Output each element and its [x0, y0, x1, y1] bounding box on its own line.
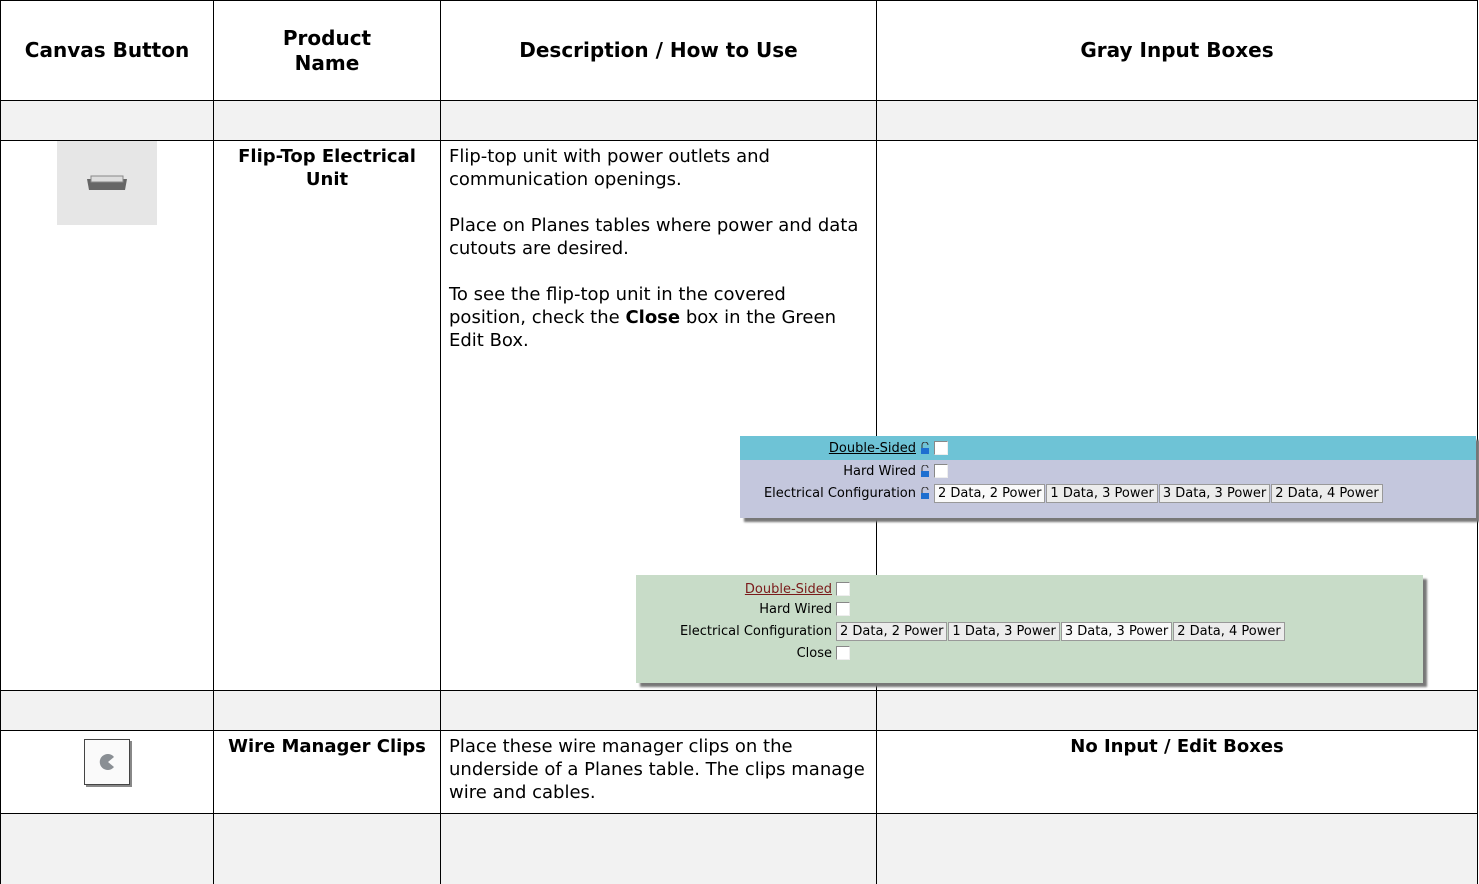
description: To see the flip-top unit in the covered …: [449, 283, 868, 352]
input-note: No Input / Edit Boxes: [876, 730, 1478, 814]
text: box in the Green Edit Box.: [449, 307, 836, 351]
checkbox[interactable]: [836, 646, 850, 660]
field-label: Close: [796, 645, 832, 661]
header-cell: Description / How to Use: [440, 0, 877, 101]
lock-icon[interactable]: [920, 464, 930, 478]
option[interactable]: 3 Data, 3 Power: [1158, 483, 1271, 503]
description: Flip-top unit with power outlets and com…: [449, 146, 770, 190]
text: Close: [625, 307, 681, 328]
text: To see the flip-top unit in the covered …: [449, 284, 786, 328]
option[interactable]: 1 Data, 3 Power: [1046, 483, 1158, 503]
header-cell: Gray Input Boxes: [876, 0, 1478, 101]
flip-top-icon: [87, 175, 127, 190]
wire-clip-button[interactable]: [84, 739, 130, 785]
option[interactable]: 2 Data, 2 Power: [934, 483, 1046, 503]
option[interactable]: 2 Data, 4 Power: [1173, 621, 1285, 641]
field-label: Hard Wired: [759, 601, 832, 617]
checkbox[interactable]: [836, 602, 850, 616]
option[interactable]: 2 Data, 2 Power: [836, 621, 948, 641]
field-label: Hard Wired: [843, 463, 916, 479]
lock-icon[interactable]: [920, 486, 930, 500]
checkbox[interactable]: [934, 464, 948, 478]
green-edit-box: Double-Sided Hard Wired Electrical Confi…: [636, 575, 1423, 683]
product-name: Wire Manager Clips: [213, 730, 441, 814]
lock-icon[interactable]: [920, 441, 930, 455]
checkbox[interactable]: [836, 582, 850, 596]
product-name: Flip-Top Electrical Unit: [213, 140, 441, 691]
checkbox[interactable]: [934, 441, 948, 455]
flip-top-button[interactable]: [57, 141, 157, 225]
description: Place these wire manager clips on the un…: [440, 730, 877, 814]
description: Place on Planes tables where power and d…: [449, 215, 859, 259]
option[interactable]: 3 Data, 3 Power: [1060, 621, 1173, 641]
field-label[interactable]: Double-Sided: [744, 581, 832, 597]
field-label: Electrical Configuration: [763, 485, 916, 501]
gray-input-box: Double-Sided Hard Wired Electrical Confi…: [740, 436, 1476, 518]
field-label[interactable]: Double-Sided: [828, 440, 916, 456]
header-cell: Product Name: [213, 0, 441, 101]
option[interactable]: 1 Data, 3 Power: [948, 621, 1060, 641]
field-label: Electrical Configuration: [679, 623, 832, 639]
clip-icon: [99, 754, 114, 770]
option[interactable]: 2 Data, 4 Power: [1271, 483, 1383, 503]
header-cell: Canvas Button: [0, 0, 214, 101]
